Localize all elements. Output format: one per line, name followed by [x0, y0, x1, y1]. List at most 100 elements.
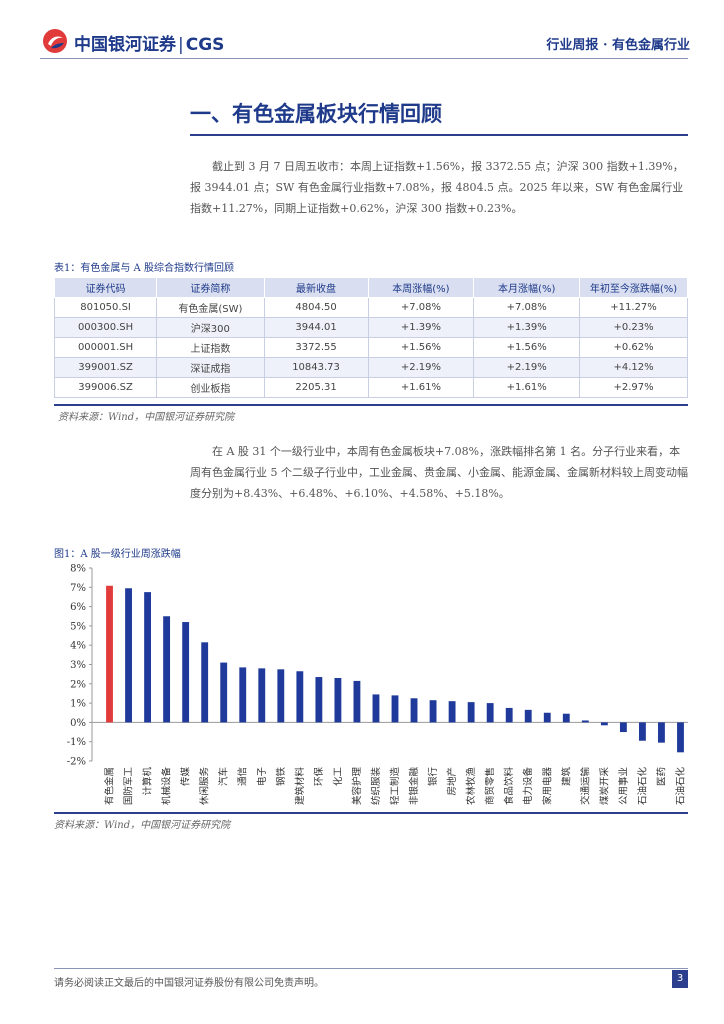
x-tick-label: 化工 — [332, 767, 344, 787]
x-tick-label: 石油石化 — [636, 767, 648, 806]
x-tick-label: 有色金属 — [104, 767, 116, 805]
market-summary-paragraph: 截止到 3 月 7 日周五收市：本周上证指数+1.56%，报 3372.55 点… — [190, 156, 688, 219]
section-heading: 一、有色金属板块行情回顾 — [190, 101, 442, 126]
bar-商贸零售 — [486, 703, 494, 723]
table-cell: +0.23% — [579, 317, 688, 338]
bar-环保 — [315, 677, 323, 723]
bar-非银金融 — [410, 698, 418, 723]
table-source: 资料来源：Wind，中国银河证券研究院 — [58, 412, 235, 423]
bar-电力设备 — [524, 709, 532, 723]
table-row: 801050.SI 有色金属(SW) 4804.50 +7.08% +7.08% +11.… — [53, 297, 688, 318]
x-tick-label: 煤炭开采 — [598, 767, 610, 806]
bar-家用电器 — [543, 712, 551, 723]
table-cell: 10843.73 — [263, 357, 369, 378]
y-tick-label: 8% — [70, 564, 86, 575]
table-header-cell: 年初至今涨跌幅(%) — [579, 277, 688, 298]
table-cell: +1.56% — [473, 337, 581, 358]
table-row: 000001.SH 上证指数 3372.55 +1.56% +1.56% +0.62% — [53, 337, 688, 358]
figure-source: 资料来源：Wind，中国银河证券研究院 — [54, 820, 231, 831]
index-review-table: 证券代码 证券简称 最新收盘 本周涨幅(%) 本月涨幅(%) 年初至今涨跌幅(%) 801… — [53, 277, 688, 398]
x-tick-label: 公用事业 — [617, 767, 629, 805]
x-tick-label: 石油石化 — [674, 767, 686, 806]
x-tick-label: 国防军工 — [123, 767, 135, 806]
bar-石油石化 — [638, 722, 646, 741]
x-tick-label: 银行 — [427, 767, 439, 787]
table-cell: 000001.SH — [53, 337, 158, 358]
table-header-cell: 最新收盘 — [263, 277, 369, 298]
x-tick-label: 传媒 — [180, 767, 192, 787]
table-cell: 2205.31 — [263, 377, 369, 398]
figure-caption: 图1：A 股一级行业周涨跌幅 — [54, 549, 181, 560]
table-cell: 000300.SH — [53, 317, 158, 338]
table-cell: 创业板指 — [156, 377, 265, 398]
x-tick-label: 纺织服装 — [370, 767, 382, 806]
y-tick-label: -1% — [67, 737, 86, 748]
x-tick-label: 休闲服务 — [199, 767, 211, 806]
x-tick-label: 建筑材料 — [294, 767, 306, 806]
bar-汽车 — [220, 662, 228, 723]
x-tick-label: 建筑 — [560, 767, 572, 787]
table-cell: +2.19% — [367, 357, 475, 378]
bar-美容护理 — [353, 680, 361, 723]
bar-机械设备 — [163, 616, 171, 723]
table-cell: 801050.SI — [53, 297, 158, 318]
table-header-cell: 本周涨幅(%) — [367, 277, 475, 298]
bar-电子 — [258, 668, 266, 723]
x-tick-label: 汽车 — [218, 767, 230, 786]
x-tick-label: 电子 — [256, 767, 268, 787]
y-tick-label: 7% — [70, 583, 86, 594]
x-tick-label: 计算机 — [142, 767, 154, 796]
table-cell: +4.12% — [579, 357, 688, 378]
y-tick-label: 1% — [70, 699, 86, 710]
bar-公用事业 — [619, 722, 627, 733]
table-cell: 有色金属(SW) — [156, 297, 265, 318]
bar-通信 — [239, 667, 247, 723]
table-row: 399006.SZ 创业板指 2205.31 +1.61% +1.61% +2.97% — [53, 377, 688, 398]
bar-农林牧渔 — [467, 702, 475, 723]
header-divider — [40, 58, 688, 59]
brand-name-cn: 中国银河证券 — [74, 35, 176, 55]
x-tick-label: 房地产 — [446, 767, 458, 796]
figure-bottom-rule — [54, 812, 688, 814]
bar-食品饮料 — [505, 707, 513, 723]
table-row: 399001.SZ 深证成指 10843.73 +2.19% +2.19% +4.12% — [53, 357, 688, 378]
table-cell: +7.08% — [473, 297, 581, 318]
table-cell: +1.39% — [473, 317, 581, 338]
x-tick-label: 非银金融 — [408, 767, 420, 806]
table-cell: +2.97% — [579, 377, 688, 398]
table-cell: +7.08% — [367, 297, 475, 318]
bar-煤炭开采 — [600, 722, 608, 726]
x-tick-label: 钢铁 — [275, 767, 287, 787]
page-number: 3 — [672, 970, 688, 988]
x-tick-label: 机械设备 — [161, 767, 173, 806]
table-bottom-rule — [54, 404, 688, 406]
bar-纺织服装 — [372, 694, 380, 723]
table-header-cell: 本月涨幅(%) — [473, 277, 581, 298]
x-tick-label: 通信 — [237, 767, 249, 786]
x-tick-label: 医药 — [656, 767, 667, 786]
table-cell: 深证成指 — [156, 357, 265, 378]
y-tick-label: 4% — [70, 641, 86, 652]
brand-name: 中国银河证券 | CGS — [74, 30, 224, 55]
footer-divider — [54, 968, 688, 969]
paragraph-text: 在 A 股 31 个一级行业中，本周有色金属板块+7.08%，涨跌幅排名第 1 … — [190, 445, 688, 500]
x-tick-label: 农林牧渔 — [465, 767, 477, 806]
bar-交通运输 — [581, 720, 589, 723]
table-cell: 沪深300 — [156, 317, 265, 338]
bar-房地产 — [448, 701, 456, 723]
brand-name-en: CGS — [185, 35, 225, 55]
footer-disclaimer: 请务必阅读正文最后的中国银河证券股份有限公司免责声明。 — [54, 978, 324, 989]
bar-钢铁 — [277, 669, 285, 723]
brand-separator: | — [178, 35, 184, 55]
x-tick-label: 商贸零售 — [484, 767, 496, 805]
table-header-cell: 证券代码 — [53, 277, 158, 298]
table-header-cell: 证券简称 — [156, 277, 265, 298]
table-cell: 3944.01 — [263, 317, 369, 338]
x-tick-label: 电力设备 — [522, 767, 534, 806]
y-tick-label: 0% — [70, 718, 86, 729]
bar-化工 — [334, 678, 342, 723]
table-cell: 3372.55 — [263, 337, 369, 358]
table-cell: +0.62% — [579, 337, 688, 358]
table-cell: 399001.SZ — [53, 357, 158, 378]
bar-国防军工 — [125, 588, 132, 723]
